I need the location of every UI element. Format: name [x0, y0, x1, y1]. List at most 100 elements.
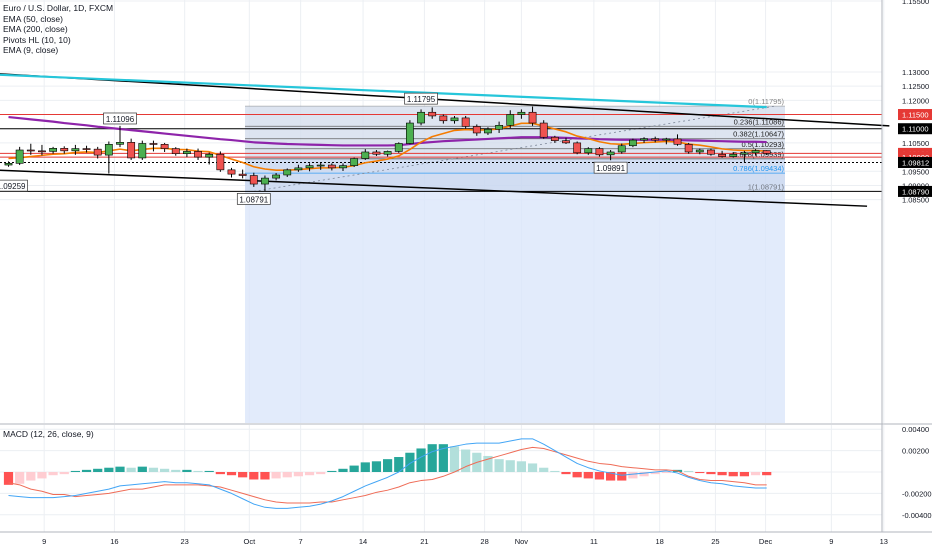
candle	[539, 120, 548, 139]
macd-histogram-bar	[160, 468, 170, 472]
macd-line	[8, 438, 767, 509]
macd-histogram-bar	[37, 472, 47, 479]
ema200-line	[0, 73, 767, 109]
candle-body	[93, 148, 102, 156]
candle-body	[26, 149, 35, 152]
candle-body	[82, 148, 91, 150]
candle-body	[628, 139, 637, 147]
candle	[249, 172, 258, 187]
candle	[294, 164, 303, 172]
candle-body	[183, 151, 191, 154]
price-tick-label: 1.13000	[902, 68, 929, 77]
candle-body	[539, 122, 548, 138]
pivot-label-box	[404, 92, 438, 105]
macd-histogram-bar	[70, 470, 80, 472]
macd-histogram-bar	[338, 468, 348, 472]
candle	[194, 148, 202, 160]
candle-body	[104, 144, 113, 156]
fib-level-label: 0.786(1.09434)	[733, 164, 784, 173]
candle-body	[394, 143, 403, 152]
time-tick-label: Dec	[759, 537, 773, 546]
candle	[617, 143, 626, 154]
macd-histogram-bar	[572, 472, 582, 478]
candle	[327, 163, 336, 171]
macd-histogram-bar	[494, 459, 504, 472]
fib-zone-extension	[245, 191, 785, 423]
candle-body	[729, 153, 738, 157]
candle	[506, 110, 515, 129]
macd-histogram-bar	[427, 444, 437, 472]
macd-tick-label: -0.00200	[902, 489, 932, 498]
time-tick-label: 7	[299, 537, 303, 546]
candle-body	[15, 149, 24, 164]
candle	[261, 175, 269, 192]
candle	[227, 167, 236, 178]
candle	[372, 149, 381, 156]
candle-body	[261, 177, 269, 185]
candle-body	[327, 164, 336, 169]
candle-body	[417, 111, 425, 124]
candle	[517, 109, 526, 119]
time-tick-label: 25	[711, 537, 719, 546]
macd-histogram-bar	[483, 455, 493, 472]
candle-body	[283, 169, 292, 176]
price-axis-box	[898, 156, 932, 168]
candle-body	[127, 142, 136, 159]
macd-histogram-bar	[461, 449, 471, 472]
macd-histogram-bar	[115, 466, 125, 472]
macd-histogram-bar	[416, 448, 426, 472]
time-tick-label: 23	[180, 537, 188, 546]
price-tick-label: 1.09500	[902, 167, 929, 176]
candle	[595, 147, 604, 157]
candle	[417, 109, 425, 126]
macd-histogram-bar	[550, 470, 560, 472]
candle	[71, 144, 80, 155]
candle	[751, 149, 760, 156]
macd-histogram-bar	[639, 472, 649, 477]
candle-body	[584, 148, 593, 154]
macd-histogram-bar	[360, 462, 370, 472]
candle-body	[383, 151, 392, 155]
macd-histogram-bar	[26, 472, 36, 481]
macd-histogram-bar	[695, 472, 705, 474]
legend-study-ema9: EMA (9, close)	[3, 45, 59, 55]
candle	[394, 142, 403, 153]
candle-body	[149, 143, 158, 145]
candle-body	[662, 138, 671, 141]
candle	[528, 106, 537, 126]
candle-body	[617, 145, 626, 153]
candle	[149, 140, 158, 152]
time-tick-label: 9	[42, 537, 46, 546]
candle	[383, 150, 392, 157]
candle-body	[595, 148, 604, 156]
macd-histogram-bar	[59, 472, 69, 475]
macd-histogram-bar	[383, 459, 393, 472]
candle-body	[550, 136, 559, 141]
legend-study-ema200: EMA (200, close)	[3, 24, 68, 34]
candle-body	[339, 165, 347, 169]
macd-histogram-bar	[527, 463, 538, 472]
candle	[238, 169, 247, 179]
candle-body	[450, 117, 459, 122]
candle	[138, 140, 147, 160]
candle-body	[305, 165, 314, 169]
macd-histogram-bar	[81, 469, 92, 472]
price-tick-label: 1.08500	[902, 196, 929, 205]
price-tick-label: 1.10500	[902, 139, 929, 148]
time-tick-label: 11	[590, 537, 598, 546]
candle	[104, 141, 113, 174]
candle-body	[405, 122, 414, 144]
pivot-label-box	[593, 161, 628, 174]
macd-histogram-bar	[327, 470, 337, 472]
price-tick-label: 1.12000	[902, 96, 929, 105]
candle-body	[718, 153, 726, 157]
pivot-label-box	[0, 179, 28, 192]
fib-level-label: 1(1.08791)	[748, 182, 785, 191]
candle-body	[673, 138, 682, 145]
macd-histogram-bar	[93, 468, 103, 472]
pivot-label: 1.09891	[596, 164, 625, 173]
macd-histogram-bar	[271, 472, 281, 479]
macd-histogram-bar	[15, 472, 25, 484]
macd-histogram-bar	[405, 452, 415, 472]
